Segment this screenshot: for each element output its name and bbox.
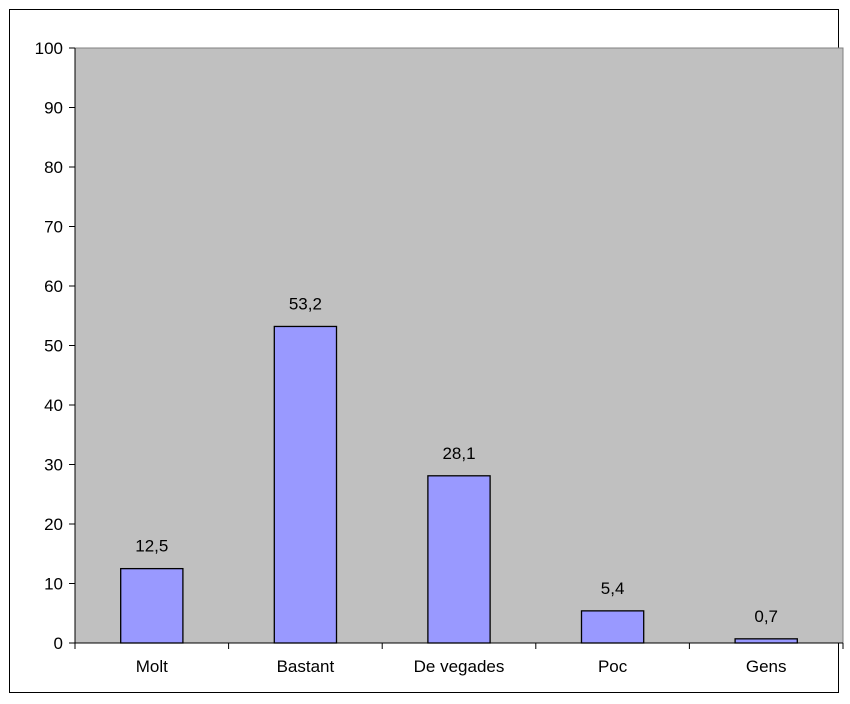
data-label: 53,2	[289, 294, 322, 313]
bar-molt	[120, 567, 184, 644]
x-axis: Molt Bastant De vegades Poc Gens	[74, 642, 844, 676]
data-label: 0,7	[754, 607, 778, 626]
data-labels: 12,5 53,2 28,1 5,4 0,7	[135, 294, 778, 625]
data-label: 12,5	[135, 537, 168, 556]
y-tick-label: 70	[44, 218, 63, 237]
y-tick-label: 100	[35, 39, 63, 58]
x-tick-label: Bastant	[277, 657, 335, 676]
x-tick-label: De vegades	[414, 657, 505, 676]
y-tick-label: 50	[44, 337, 63, 356]
x-tick-label: Gens	[746, 657, 787, 676]
y-tick-label: 10	[44, 575, 63, 594]
data-label: 28,1	[442, 444, 475, 463]
y-tick-label: 20	[44, 515, 63, 534]
bar-de-vegades	[427, 475, 491, 644]
data-label: 5,4	[601, 579, 625, 598]
bars	[120, 325, 798, 644]
y-tick-label: 40	[44, 396, 63, 415]
y-axis: 0 10 20 30 40 50 60 70 80 90 100	[35, 39, 76, 653]
bar-bastant	[273, 325, 338, 644]
y-tick-label: 30	[44, 456, 63, 475]
x-tick-label: Poc	[598, 657, 628, 676]
y-tick-label: 60	[44, 277, 63, 296]
y-tick-label: 90	[44, 99, 63, 118]
bar-poc	[580, 610, 645, 644]
y-tick-label: 80	[44, 158, 63, 177]
bar-gens	[734, 638, 798, 644]
x-tick-label: Molt	[136, 657, 168, 676]
y-tick-label: 0	[54, 634, 63, 653]
